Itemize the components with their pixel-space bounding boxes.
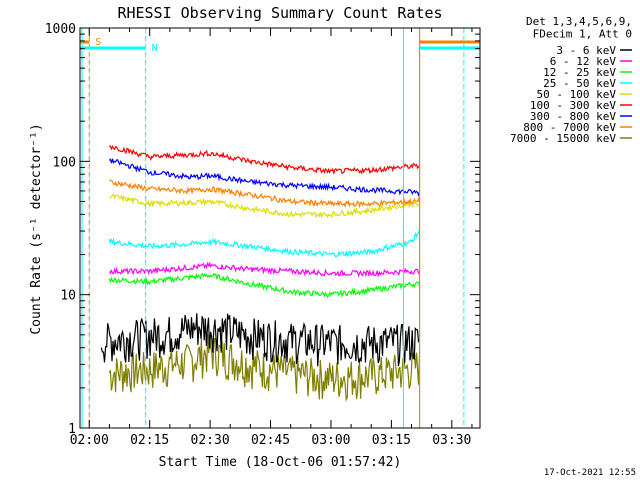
legend-entry-label: 100 - 300 keV xyxy=(530,99,616,112)
y-tick-label: 10 xyxy=(60,289,76,304)
x-tick-label: 02:45 xyxy=(251,433,290,448)
y-tick-label: 1 xyxy=(68,422,76,437)
y-tick-label: 100 xyxy=(53,155,76,170)
y-tick-label: 1000 xyxy=(45,22,76,37)
x-tick-label: 03:15 xyxy=(372,433,411,448)
legend-entry-label: 25 - 50 keV xyxy=(543,77,616,90)
saa-marker-label: S xyxy=(95,37,101,48)
legend-header-line: FDecim 1, Att 0 xyxy=(533,28,632,41)
legend-entry-label: 50 - 100 keV xyxy=(537,88,617,101)
x-tick-label: 02:15 xyxy=(130,433,169,448)
x-tick-label: 02:00 xyxy=(70,433,109,448)
series-line xyxy=(108,334,421,403)
series-line xyxy=(108,272,421,299)
series-line xyxy=(109,179,421,209)
legend-entry-label: 300 - 800 keV xyxy=(530,110,616,123)
x-tick-label: 03:30 xyxy=(432,433,471,448)
legend: Det 1,3,4,5,6,9,FDecim 1, Att 0 3 - 6 keV… xyxy=(510,15,632,145)
footer-timestamp: 17-Oct-2021 12:55 xyxy=(544,468,636,478)
chart-title: RHESSI Observing Summary Count Rates xyxy=(117,4,442,22)
legend-entry-label: 3 - 6 keV xyxy=(556,44,616,57)
x-axis-label: Start Time (18-Oct-06 01:57:42) xyxy=(159,455,402,470)
series-line xyxy=(108,158,421,197)
series-line xyxy=(109,145,420,175)
legend-header-line: Det 1,3,4,5,6,9, xyxy=(526,15,632,28)
series-line xyxy=(108,261,420,278)
x-tick-label: 02:30 xyxy=(191,433,230,448)
legend-entry-label: 7000 - 15000 keV xyxy=(510,132,616,145)
series-line xyxy=(108,193,421,219)
axis-layer: 02:00 02:15 02:30 02:45 03:00 03:15 03:30 1 10 10… xyxy=(45,22,480,448)
series-layer xyxy=(100,145,421,403)
y-axis-label: Count Rate (s⁻¹ detector⁻¹) xyxy=(29,123,44,334)
series-line xyxy=(108,228,421,258)
plot-frame xyxy=(79,27,481,429)
series-line xyxy=(100,313,421,367)
legend-entry-label: 12 - 25 keV xyxy=(543,66,616,79)
x-tick-label: 03:00 xyxy=(311,433,350,448)
night-marker-label: N xyxy=(152,43,158,54)
legend-entry-label: 6 - 12 keV xyxy=(550,55,617,68)
legend-entry-label: 800 - 7000 keV xyxy=(523,121,616,134)
marker-layer: SN xyxy=(80,28,480,428)
